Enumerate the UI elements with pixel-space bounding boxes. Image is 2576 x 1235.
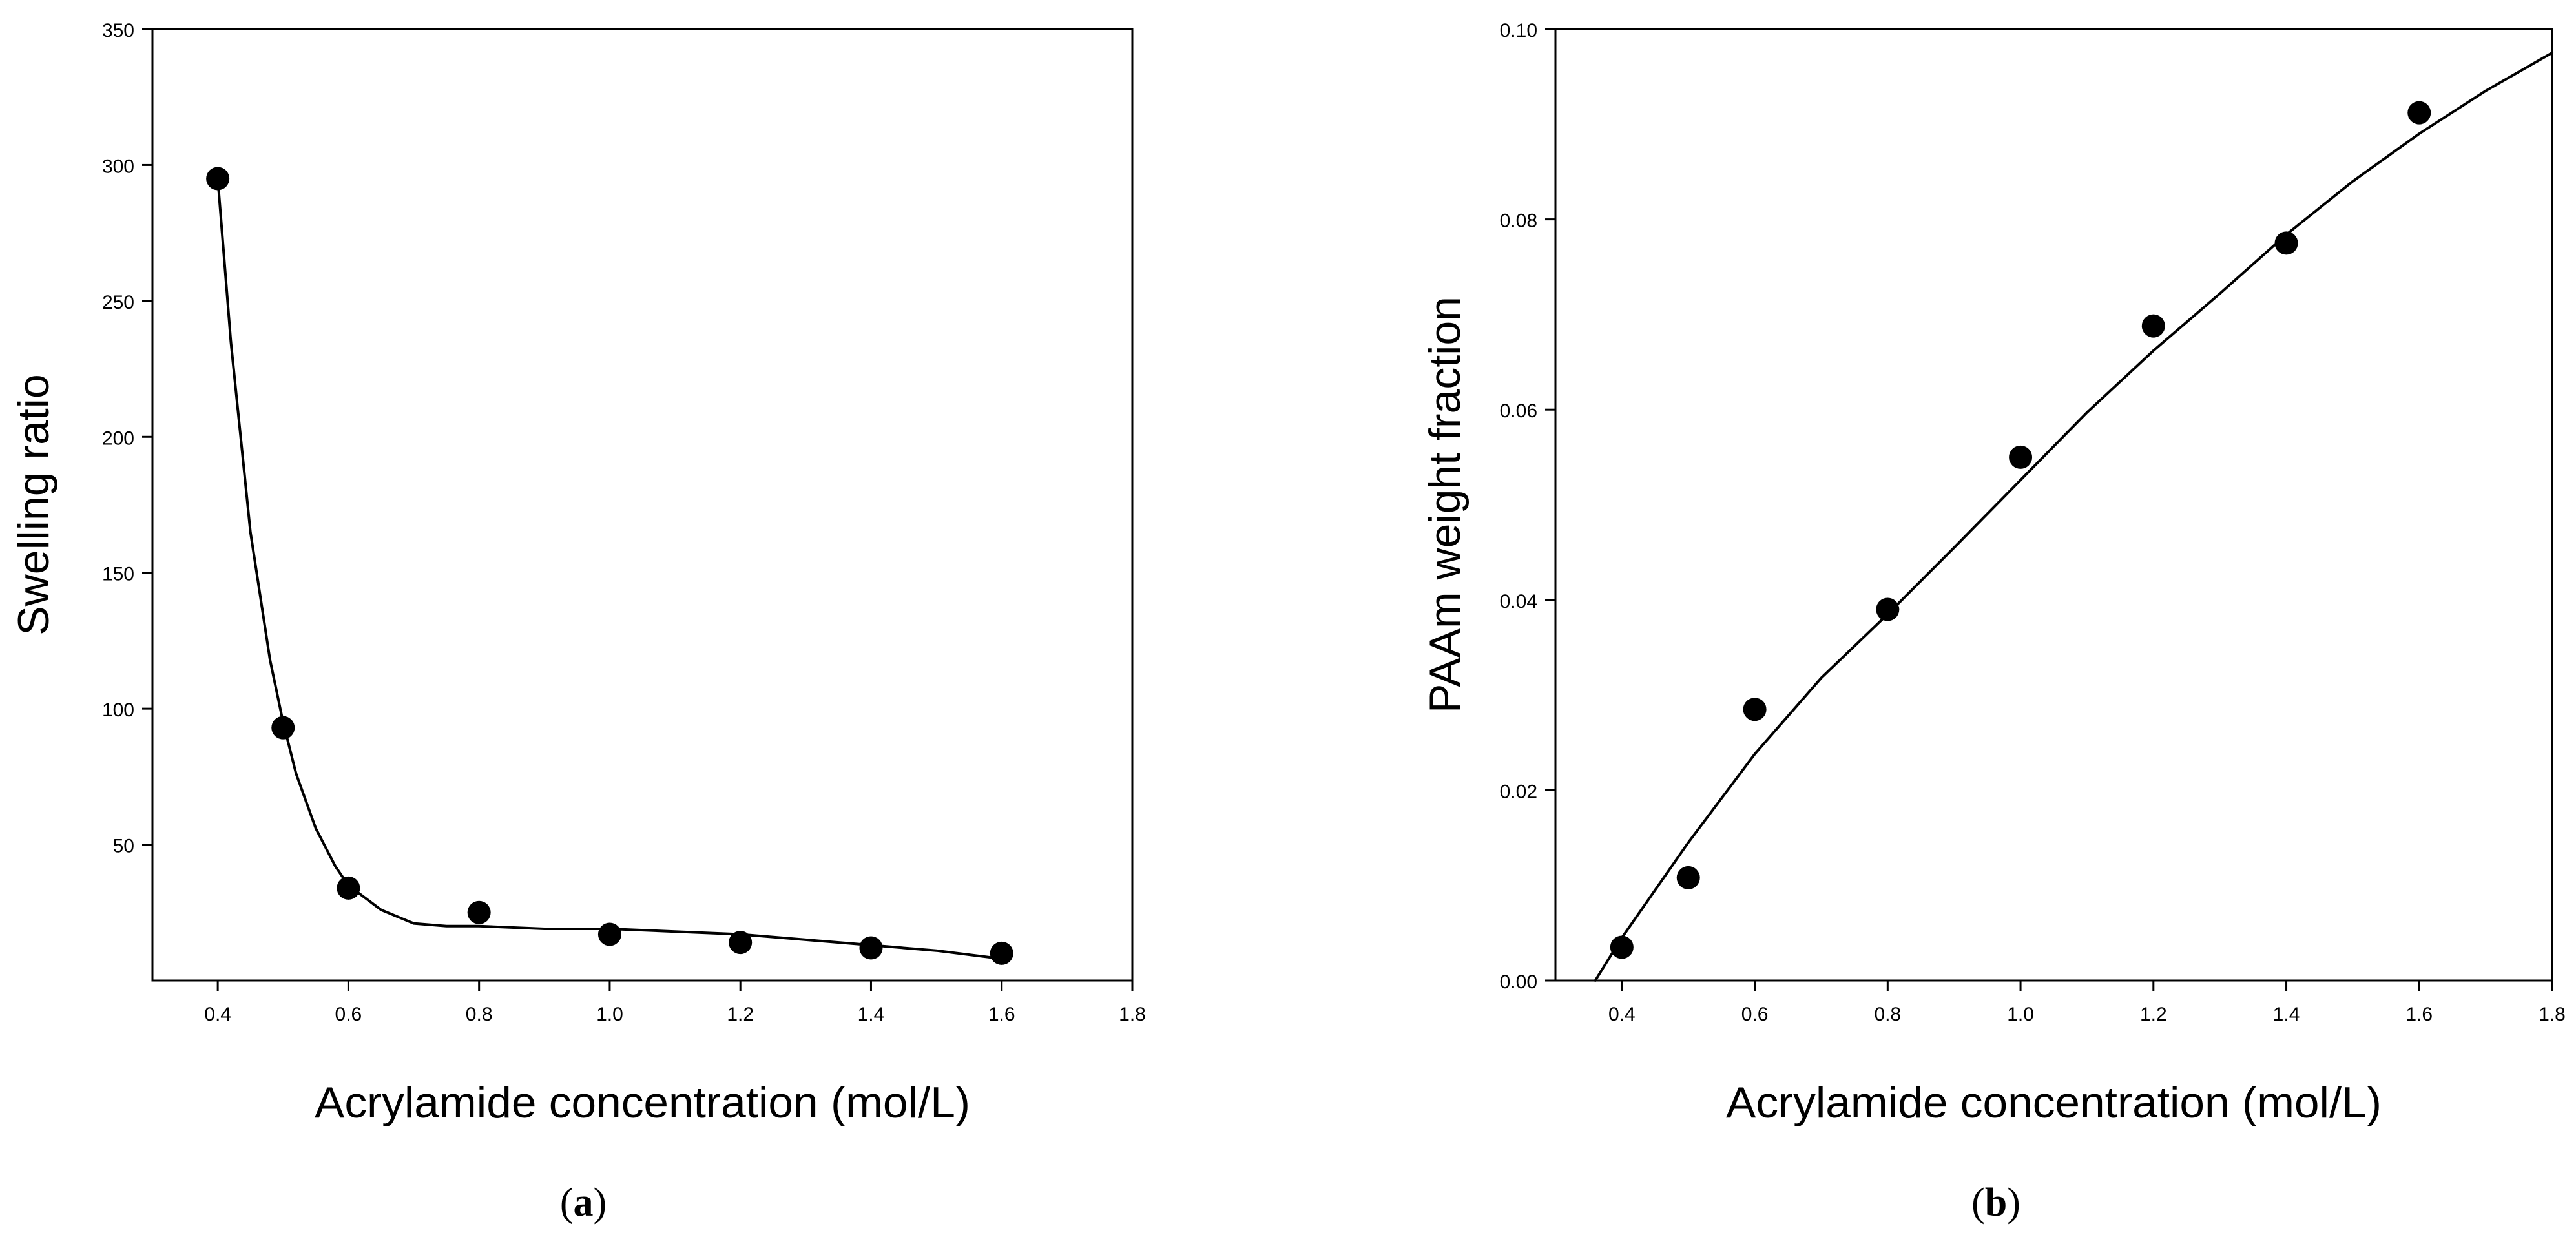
x-tick-label: 0.6 — [1741, 1004, 1769, 1025]
fit-curve — [216, 177, 1003, 960]
y-tick-label: 150 — [102, 564, 134, 585]
panel-label-open: ( — [560, 1181, 574, 1225]
y-tick-label: 0.00 — [1500, 971, 1537, 993]
y-tick-label: 250 — [102, 292, 134, 313]
y-tick-label: 0.02 — [1500, 781, 1537, 802]
data-point — [2009, 445, 2033, 469]
y-axis-label: PAAm weight fraction — [1420, 296, 1470, 713]
y-tick-label: 350 — [102, 20, 134, 41]
x-tick-label: 1.6 — [2405, 1004, 2433, 1025]
x-tick-label: 1.6 — [988, 1004, 1015, 1025]
data-point — [2141, 314, 2165, 338]
data-point — [271, 716, 295, 740]
panel-label-close: ) — [594, 1181, 607, 1225]
y-tick-label: 0.06 — [1500, 400, 1537, 422]
panel-label-close: ) — [2007, 1181, 2020, 1225]
fit-curve — [1594, 51, 2553, 982]
y-tick-label: 50 — [113, 836, 134, 857]
data-point — [2274, 231, 2298, 255]
x-tick-label: 1.8 — [2539, 1004, 2566, 1025]
panel-label-letter: a — [574, 1181, 594, 1225]
panel-label: (b) — [1971, 1181, 2020, 1225]
y-axis-label: Swelling ratio — [9, 374, 58, 635]
x-axis-label: Acrylamide concentration (mol/L) — [315, 1078, 970, 1127]
x-tick-label: 1.0 — [2007, 1004, 2034, 1025]
y-tick-label: 0.08 — [1500, 211, 1537, 232]
x-tick-label: 0.8 — [1874, 1004, 1901, 1025]
panel-label-letter: b — [1985, 1181, 2007, 1225]
panel-label-open: ( — [1971, 1181, 1985, 1225]
chart-panel-a: 0.4 0.6 0.8 1.0 1.2 1.4 1.6 1.8 50 100 150 200 250 30… — [9, 20, 1146, 1225]
y-tick-label: 0.04 — [1500, 591, 1537, 612]
x-tick-label: 0.8 — [466, 1004, 493, 1025]
x-axis-label: Acrylamide concentration (mol/L) — [1726, 1078, 2382, 1127]
data-point — [206, 167, 230, 191]
data-point — [597, 922, 621, 946]
panel-label: (a) — [560, 1181, 607, 1225]
chart-panel-b: 0.4 0.6 0.8 1.0 1.2 1.4 1.6 1.8 0.00 0.02 0.04 0.06… — [1420, 20, 2566, 1225]
y-tick-label: 0.10 — [1500, 20, 1537, 41]
data-point — [729, 931, 753, 955]
y-tick-label: 300 — [102, 156, 134, 177]
plot-frame — [151, 28, 1134, 982]
data-point — [467, 900, 491, 924]
data-point — [1743, 698, 1767, 721]
y-tick-label: 100 — [102, 700, 134, 721]
x-tick-label: 0.6 — [335, 1004, 362, 1025]
x-tick-label: 1.2 — [2140, 1004, 2167, 1025]
data-point — [1676, 866, 1700, 889]
y-tick-label: 200 — [102, 428, 134, 449]
data-point — [1610, 935, 1634, 959]
data-point — [2407, 101, 2431, 125]
x-tick-label: 0.4 — [204, 1004, 231, 1025]
data-point — [337, 876, 360, 900]
x-tick-label: 1.0 — [596, 1004, 623, 1025]
data-point — [859, 936, 883, 960]
x-tick-label: 1.4 — [2273, 1004, 2300, 1025]
x-tick-label: 0.4 — [1608, 1004, 1636, 1025]
data-point — [1876, 597, 1900, 621]
x-tick-label: 1.4 — [858, 1004, 885, 1025]
x-tick-label: 1.2 — [727, 1004, 754, 1025]
plot-frame — [1554, 28, 2553, 982]
data-point — [990, 941, 1013, 965]
x-tick-label: 1.8 — [1119, 1004, 1146, 1025]
